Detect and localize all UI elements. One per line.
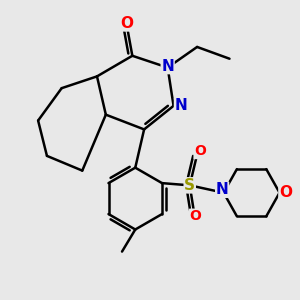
Text: O: O: [194, 145, 206, 158]
Text: N: N: [161, 58, 174, 74]
Text: O: O: [279, 185, 292, 200]
Text: O: O: [190, 209, 202, 223]
Text: S: S: [184, 178, 195, 193]
Text: N: N: [216, 182, 229, 197]
Text: O: O: [120, 16, 133, 31]
Text: N: N: [175, 98, 187, 113]
